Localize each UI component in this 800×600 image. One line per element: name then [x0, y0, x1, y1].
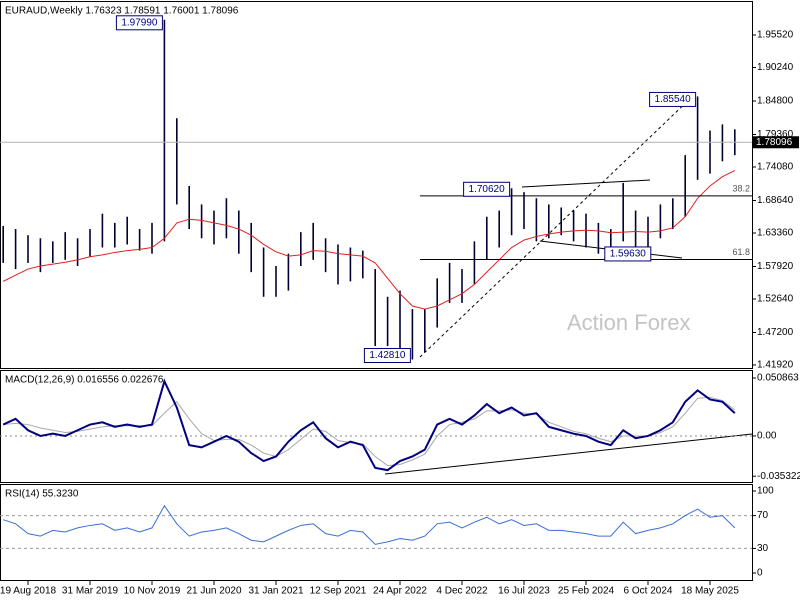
indicator-line: [2, 378, 736, 472]
last-price-label: 1.78096: [756, 137, 793, 148]
fib-label: 61.8: [732, 247, 750, 257]
annotation-box: [463, 181, 511, 197]
y-tick-label: 30: [757, 543, 769, 554]
x-tick-label: 18 May 2025: [681, 586, 739, 597]
annotation-box: [115, 15, 163, 31]
panel-title: RSI(14) 55.3230: [5, 489, 79, 500]
macd-panel: [0, 370, 753, 483]
y-tick-label: 1.57920: [757, 261, 794, 272]
y-tick-label: 1.41920: [757, 360, 794, 371]
annotation-label: 1.42810: [369, 350, 406, 361]
price-panel: [0, 1, 753, 369]
x-tick-label: 10 Nov 2019: [124, 586, 181, 597]
x-tick-label: 4 Dec 2022: [436, 586, 488, 597]
panel-title: EURAUD,Weekly 1.76323 1.78591 1.76001 1.…: [5, 6, 239, 17]
y-tick-label: 1.52640: [757, 294, 794, 305]
x-tick-label: 24 Apr 2022: [373, 586, 427, 597]
x-tick-label: 16 Jul 2023: [498, 586, 550, 597]
y-tick-label: 1.90240: [757, 62, 794, 73]
moving-average: [2, 170, 736, 310]
watermark: Action Forex: [567, 310, 691, 335]
x-tick-label: 6 Oct 2024: [624, 586, 673, 597]
y-tick-label: 1.74080: [757, 162, 794, 173]
annotation-label: 1.59630: [610, 249, 647, 260]
annotation-box: [649, 91, 697, 107]
last-price-box: [753, 136, 799, 149]
x-tick-label: 25 Feb 2024: [558, 586, 615, 597]
y-tick-label: 100: [757, 486, 774, 497]
macd-trend-line: [384, 433, 753, 475]
y-tick-label: 1.47200: [757, 327, 794, 338]
y-tick-label: -0.035322: [757, 471, 800, 482]
rsi-panel: [0, 484, 753, 581]
y-tick-label: 0.050863: [757, 373, 799, 384]
y-tick-label: 1.68640: [757, 195, 794, 206]
trend-line: [419, 95, 694, 358]
y-tick-label: 1.63360: [757, 228, 794, 239]
annotation-label: 1.85540: [655, 94, 692, 105]
annotation-box: [604, 246, 652, 262]
annotation-label: 1.70620: [469, 184, 506, 195]
x-tick-label: 31 Mar 2019: [62, 586, 119, 597]
annotation-box: [363, 348, 411, 364]
annotation-label: 1.97990: [121, 17, 158, 28]
y-tick-label: 1.95520: [757, 30, 794, 41]
x-tick-label: 12 Sep 2021: [310, 586, 367, 597]
indicator-line: [3, 504, 736, 545]
y-tick-label: 1.79360: [757, 129, 794, 140]
x-tick-label: 31 Jan 2021: [248, 586, 303, 597]
y-tick-label: 1.84800: [757, 96, 794, 107]
x-tick-label: 21 Jun 2020: [186, 586, 241, 597]
trend-line: [521, 179, 651, 188]
x-tick-label: 19 Aug 2018: [0, 586, 57, 597]
panel-title: MACD(12,26,9) 0.016556 0.022676: [5, 375, 164, 386]
y-tick-label: 0: [757, 568, 763, 579]
y-tick-label: 70: [757, 510, 769, 521]
y-tick-label: 0.00: [757, 431, 777, 442]
fib-label: 38.2: [732, 183, 750, 193]
